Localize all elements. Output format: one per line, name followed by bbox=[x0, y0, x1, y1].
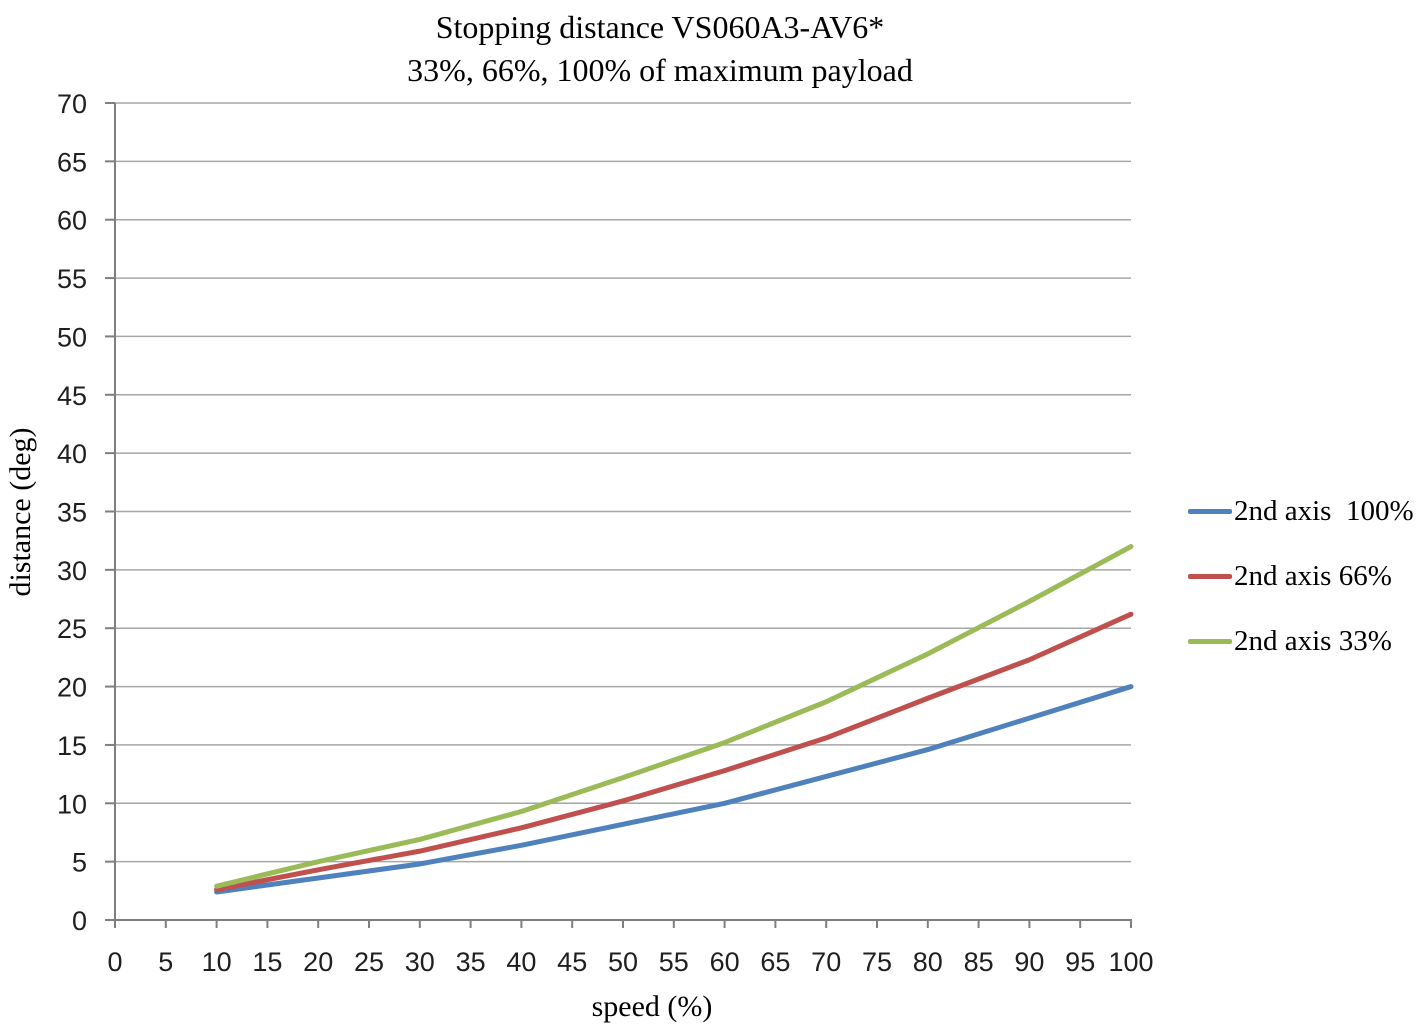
y-tick-label: 0 bbox=[72, 906, 87, 936]
x-tick-label: 0 bbox=[107, 947, 122, 977]
x-tick-label: 90 bbox=[1014, 947, 1044, 977]
y-tick-label: 5 bbox=[72, 848, 87, 878]
y-tick-label: 45 bbox=[57, 381, 87, 411]
chart-subtitle: 33%, 66%, 100% of maximum payload bbox=[407, 52, 913, 89]
x-tick-label: 75 bbox=[862, 947, 892, 977]
legend-item: 2nd axis 66% bbox=[1188, 559, 1414, 592]
x-axis-title: speed (%) bbox=[592, 990, 713, 1023]
legend-line-swatch bbox=[1188, 638, 1232, 644]
y-tick-label: 15 bbox=[57, 731, 87, 761]
y-tick-label: 60 bbox=[57, 206, 87, 236]
y-axis-title: distance (deg) bbox=[4, 427, 37, 596]
x-tick-label: 10 bbox=[202, 947, 232, 977]
y-tick-label: 30 bbox=[57, 556, 87, 586]
y-tick-label: 10 bbox=[57, 789, 87, 819]
legend-line-swatch bbox=[1188, 508, 1232, 514]
series-line bbox=[214, 544, 1134, 889]
y-tick-label: 20 bbox=[57, 673, 87, 703]
y-tick-label: 55 bbox=[57, 264, 87, 294]
legend-label: 2nd axis 100% bbox=[1234, 494, 1414, 527]
y-tick-label: 25 bbox=[57, 614, 87, 644]
legend-line-swatch bbox=[1188, 573, 1232, 579]
x-tick-label: 30 bbox=[405, 947, 435, 977]
series-line bbox=[214, 611, 1134, 893]
x-tick-label: 65 bbox=[760, 947, 790, 977]
x-tick-label: 20 bbox=[303, 947, 333, 977]
x-tick-label: 5 bbox=[158, 947, 173, 977]
x-tick-label: 70 bbox=[811, 947, 841, 977]
y-tick-label: 35 bbox=[57, 498, 87, 528]
x-tick-label: 100 bbox=[1108, 947, 1153, 977]
y-tick-label: 70 bbox=[57, 89, 87, 119]
x-tick-label: 85 bbox=[964, 947, 994, 977]
x-tick-label: 35 bbox=[456, 947, 486, 977]
legend-item: 2nd axis 100% bbox=[1188, 494, 1414, 527]
y-tick-label: 50 bbox=[57, 322, 87, 352]
x-tick-label: 80 bbox=[913, 947, 943, 977]
chart-title: Stopping distance VS060A3-AV6* bbox=[435, 9, 885, 45]
x-tick-label: 40 bbox=[506, 947, 536, 977]
legend-label: 2nd axis 66% bbox=[1234, 559, 1392, 592]
y-tick-label: 65 bbox=[57, 147, 87, 177]
y-tick-label: 40 bbox=[57, 439, 87, 469]
x-tick-label: 15 bbox=[252, 947, 282, 977]
series-line bbox=[214, 684, 1134, 895]
chart-header: Stopping distance VS060A3-AV6* 33%, 66%,… bbox=[0, 6, 1320, 92]
legend-item: 2nd axis 33% bbox=[1188, 624, 1414, 657]
x-tick-label: 45 bbox=[557, 947, 587, 977]
x-tick-label: 60 bbox=[710, 947, 740, 977]
legend-label: 2nd axis 33% bbox=[1234, 624, 1392, 657]
x-tick-label: 95 bbox=[1065, 947, 1095, 977]
x-tick-label: 25 bbox=[354, 947, 384, 977]
x-tick-label: 55 bbox=[659, 947, 689, 977]
legend: 2nd axis 100% 2nd axis 66% 2nd axis 33% bbox=[1188, 494, 1414, 691]
x-tick-label: 50 bbox=[608, 947, 638, 977]
